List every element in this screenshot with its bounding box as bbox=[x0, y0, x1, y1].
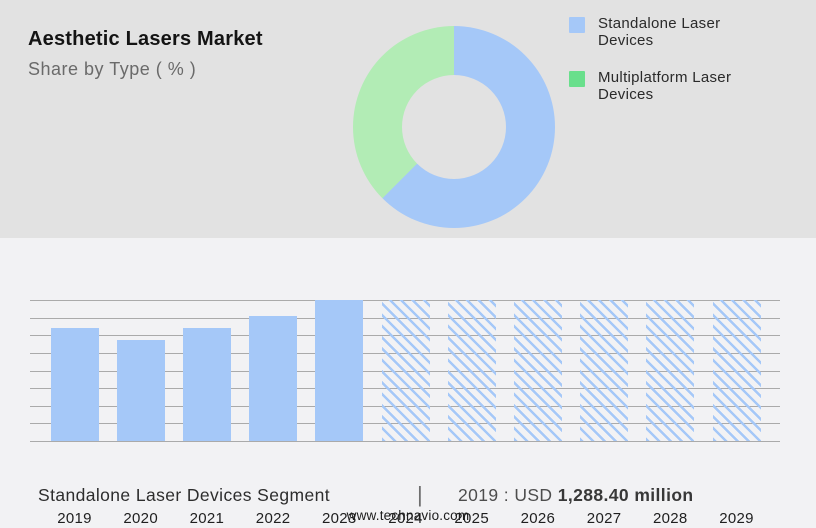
bar-2023 bbox=[315, 300, 364, 441]
x-axis-label-2019: 2019 bbox=[57, 510, 92, 527]
footer-line: Standalone Laser Devices Segment | 2019 … bbox=[0, 482, 816, 511]
x-axis-label-2027: 2027 bbox=[586, 510, 622, 527]
page-subtitle: Share by Type ( % ) bbox=[28, 59, 197, 79]
legend-item: Multiplatform Laser Devices bbox=[569, 69, 799, 103]
bar-2027 bbox=[580, 300, 629, 441]
donut-chart bbox=[353, 26, 555, 228]
donut-hole bbox=[402, 75, 506, 179]
separator-pipe: | bbox=[417, 482, 423, 507]
legend-item: Standalone Laser Devices bbox=[569, 15, 799, 49]
x-axis-label-2020: 2020 bbox=[123, 510, 158, 527]
x-axis-label-2026: 2026 bbox=[520, 510, 556, 527]
bar-2022 bbox=[249, 316, 298, 441]
bar-2025 bbox=[447, 300, 496, 441]
website-url: www.technavio.com bbox=[346, 508, 470, 523]
x-axis-label-2025: 2025 bbox=[454, 510, 489, 527]
bar-2026 bbox=[513, 300, 562, 441]
gridline bbox=[30, 441, 780, 442]
x-axis-label-2022: 2022 bbox=[255, 510, 291, 527]
bar-2020 bbox=[116, 340, 165, 441]
bar-2029 bbox=[712, 300, 761, 441]
legend-label: Standalone Laser Devices bbox=[598, 15, 721, 49]
title-block: Aesthetic Lasers Market Share by Type ( … bbox=[28, 28, 263, 80]
x-axis-label-2023: 2023 bbox=[322, 510, 357, 527]
segment-value: 2019 : USD 1,288.40 million bbox=[458, 485, 694, 506]
segment-label: Standalone Laser Devices Segment bbox=[38, 485, 330, 505]
x-axis-label-2029: 2029 bbox=[719, 510, 754, 527]
share-by-type-panel: Aesthetic Lasers Market Share by Type ( … bbox=[0, 0, 816, 238]
value-prefix: 2019 : USD bbox=[458, 485, 553, 505]
x-axis-label-2021: 2021 bbox=[189, 510, 225, 527]
bar-2024 bbox=[381, 300, 430, 441]
bar-2021 bbox=[182, 328, 231, 441]
x-axis-label-2024: 2024 bbox=[388, 510, 423, 527]
bar-2019 bbox=[50, 328, 99, 441]
bar-2028 bbox=[646, 300, 695, 441]
bar-chart: 2019 2020 2021 2022 2023 2024 2025 2026 2027 2028… bbox=[30, 300, 780, 527]
value-amount: 1,288.40 million bbox=[557, 485, 694, 505]
legend-swatch-icon bbox=[569, 71, 585, 87]
legend-label: Multiplatform Laser Devices bbox=[598, 69, 732, 103]
x-axis-label-2028: 2028 bbox=[653, 510, 688, 527]
legend-swatch-icon bbox=[569, 17, 585, 33]
segment-trend-panel: 2019 2020 2021 2022 2023 2024 2025 2026 2027 2028… bbox=[0, 238, 816, 528]
chart-legend: Standalone Laser Devices Multiplatform La… bbox=[569, 15, 799, 123]
page-title: Aesthetic Lasers Market bbox=[28, 28, 263, 50]
